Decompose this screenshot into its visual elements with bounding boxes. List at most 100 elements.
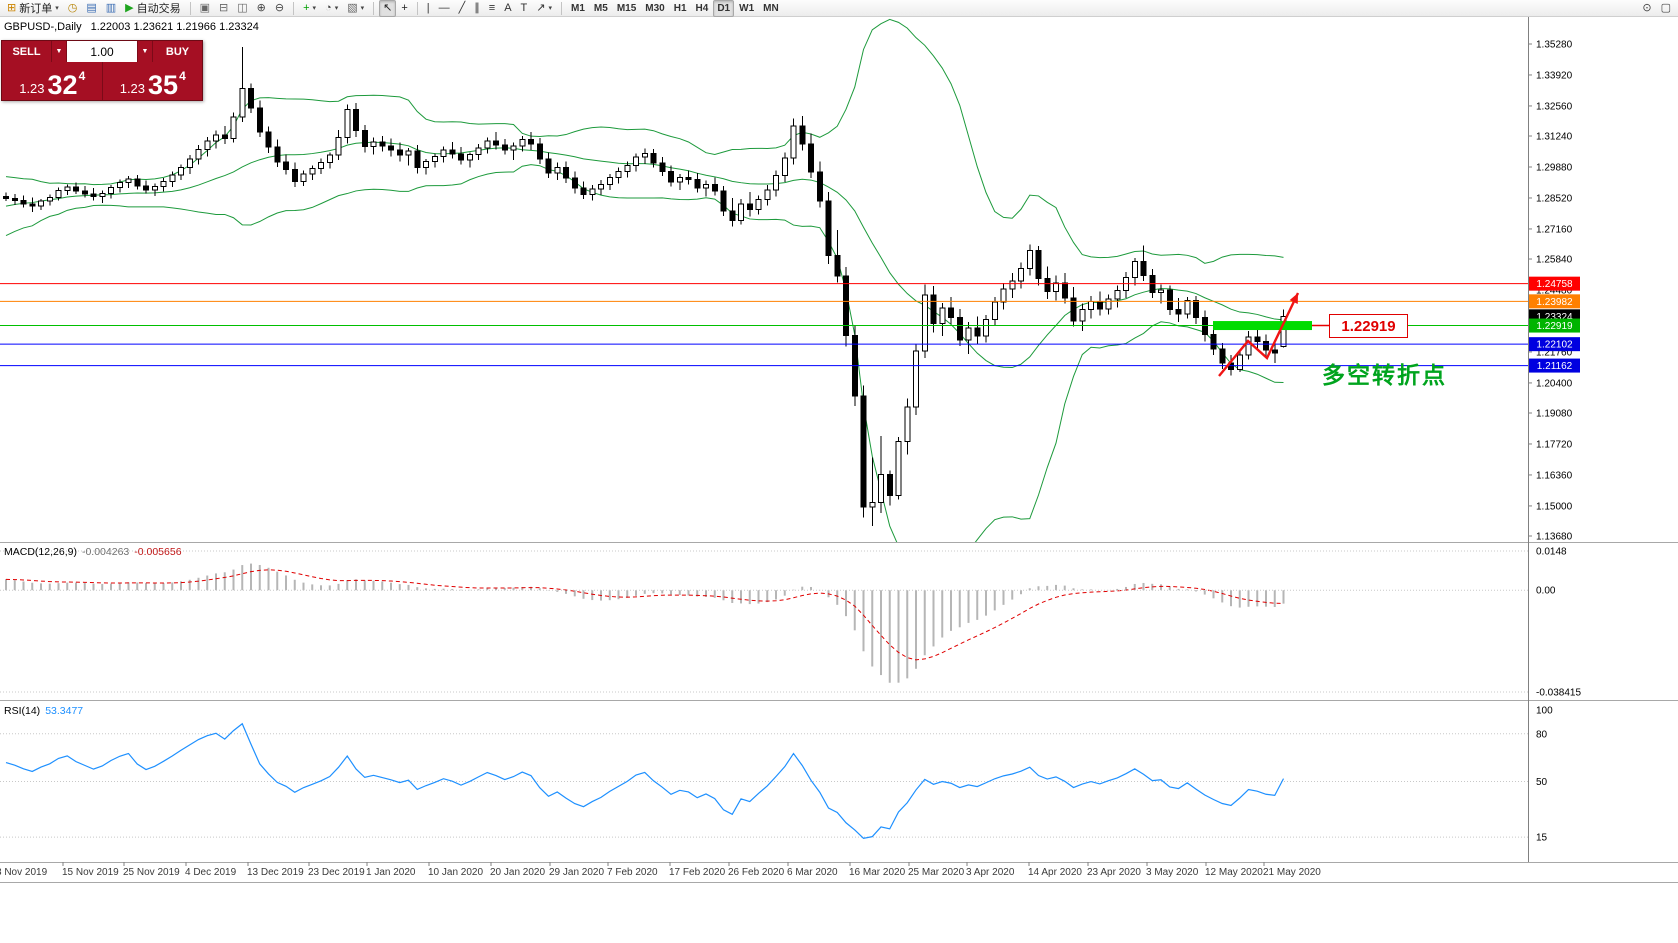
macd-axis-label: 0.0148 xyxy=(1536,547,1567,558)
tf-mn-label: MN xyxy=(763,2,779,14)
autotrading-button-label: 自动交易 xyxy=(136,3,181,15)
buy-dropdown[interactable]: ▼ xyxy=(137,41,153,62)
periods-button[interactable]: ◔ ▾ xyxy=(321,0,342,17)
rsi-value: 53.3477 xyxy=(45,705,84,717)
arrows-icon-caret: ▾ xyxy=(548,5,553,12)
price-axis-label: 1.33920 xyxy=(1536,70,1573,81)
crosshair-icon[interactable]: + xyxy=(397,0,411,17)
data-window-icon[interactable]: ▥ xyxy=(102,0,120,17)
buy-label[interactable]: BUY xyxy=(153,41,202,62)
bollinger-bands xyxy=(5,18,1284,542)
date-label: 14 Apr 2020 xyxy=(1028,867,1082,878)
cursor-icon[interactable]: ↖ xyxy=(379,0,397,17)
tile-horizontal-icon[interactable]: ⊟ xyxy=(215,0,232,17)
tf-mn[interactable]: MN xyxy=(759,0,783,17)
price-box-label: 1.24758 xyxy=(1536,279,1573,290)
candles xyxy=(3,46,1287,526)
tf-h1-label: H1 xyxy=(673,2,687,14)
text-label-icon[interactable]: T xyxy=(517,0,532,17)
price-box-1.21162 xyxy=(1529,358,1580,373)
tf-m5-label: M5 xyxy=(593,2,608,14)
search-icon[interactable]: ⊙ xyxy=(1638,0,1655,17)
fibonacci-icon[interactable]: ≡ xyxy=(485,0,499,17)
sell-dropdown[interactable]: ▼ xyxy=(51,41,67,62)
horizontal-line-icon[interactable]: — xyxy=(435,0,454,17)
new-order-button[interactable]: ⊞ 新订单 ▾ xyxy=(3,0,63,17)
macd-name: MACD(12,26,9) xyxy=(4,546,77,558)
date-label: 10 Jan 2020 xyxy=(428,867,483,878)
price-axis-label: 1.32560 xyxy=(1536,101,1573,112)
tile-horizontal-icon-glyph: ⊟ xyxy=(219,1,229,14)
indicators-button-glyph: + xyxy=(303,1,310,14)
cascade-windows-icon[interactable]: ▣ xyxy=(196,0,214,17)
macd-indicator-label: MACD(12,26,9) -0.004263 -0.005656 xyxy=(4,546,182,558)
tf-m15[interactable]: M15 xyxy=(613,0,640,17)
search-icon-glyph: ⊙ xyxy=(1642,1,1652,14)
channel-icon-glyph: ∥ xyxy=(474,1,480,14)
price-box-1.24758 xyxy=(1529,276,1580,291)
price-box-label: 1.23982 xyxy=(1536,297,1573,308)
arrows-icon-glyph: ↗ xyxy=(536,1,546,14)
zoom-out-icon-glyph: ⊖ xyxy=(274,1,285,14)
sell-price-button[interactable]: 1.23 32 4 xyxy=(2,62,103,100)
tile-vertical-icon[interactable]: ◫ xyxy=(233,0,251,17)
rsi-axis-label: 80 xyxy=(1536,729,1548,740)
date-label: 15 Nov 2019 xyxy=(62,867,119,878)
toolbar-sep xyxy=(293,1,295,15)
trend-arrow-head xyxy=(1289,293,1298,304)
rsi-axis-label: 100 xyxy=(1536,706,1553,717)
alert-icon[interactable]: ◷ xyxy=(64,0,82,17)
price-alert-label[interactable]: 1.22919 xyxy=(1329,314,1408,338)
zoom-out-icon[interactable]: ⊖ xyxy=(271,0,288,17)
price-axis-label: 1.28520 xyxy=(1536,193,1573,204)
sell-label[interactable]: SELL xyxy=(2,41,51,62)
price-axis-label: 1.19080 xyxy=(1536,408,1573,419)
data-window-icon-glyph: ▥ xyxy=(105,1,117,14)
price-box-label: 1.22919 xyxy=(1536,321,1573,332)
tile-vertical-icon-glyph: ◫ xyxy=(237,1,248,14)
date-label: 12 May 2020 xyxy=(1205,867,1263,878)
zoom-in-icon[interactable]: ⊕ xyxy=(253,0,270,17)
text-label-icon-glyph: T xyxy=(520,1,528,14)
macd-axis-label: -0.038415 xyxy=(1536,688,1581,699)
turning-point-annotation[interactable]: 多空转折点 xyxy=(1322,362,1447,388)
tf-h4[interactable]: H4 xyxy=(692,0,713,17)
support-zone[interactable] xyxy=(1213,321,1312,331)
tf-m5[interactable]: M5 xyxy=(590,0,612,17)
chart-ohlc-values: 1.22003 1.23621 1.21966 1.23324 xyxy=(90,21,259,33)
date-label: 23 Dec 2019 xyxy=(308,867,365,878)
new-order-button-glyph: ⊞ xyxy=(7,1,17,14)
trend-arrow[interactable] xyxy=(1218,292,1300,377)
vertical-line-icon[interactable]: | xyxy=(423,0,434,17)
volume-input[interactable] xyxy=(67,41,137,62)
date-label: 17 Feb 2020 xyxy=(669,867,726,878)
date-label: 6 Mar 2020 xyxy=(787,867,838,878)
market-watch-icon[interactable]: ▤ xyxy=(82,0,100,17)
date-label: 25 Nov 2019 xyxy=(123,867,180,878)
text-icon[interactable]: A xyxy=(500,0,515,17)
tf-m30-label: M30 xyxy=(645,2,665,14)
toolbar-sep xyxy=(561,1,563,15)
tf-w1[interactable]: W1 xyxy=(735,0,758,17)
date-label: 16 Mar 2020 xyxy=(849,867,906,878)
tf-m30[interactable]: M30 xyxy=(641,0,668,17)
date-label: 29 Jan 2020 xyxy=(549,867,604,878)
autotrading-button[interactable]: ▶ 自动交易 xyxy=(121,0,184,17)
trendline-icon[interactable]: ╱ xyxy=(455,0,470,17)
layout-icon[interactable]: ▢ xyxy=(1657,0,1675,17)
text-icon-glyph: A xyxy=(504,1,512,14)
buy-price-button[interactable]: 1.23 35 4 xyxy=(103,62,203,100)
date-label: 13 Dec 2019 xyxy=(247,867,304,878)
macd-main-value: -0.004263 xyxy=(81,546,130,558)
tf-m1[interactable]: M1 xyxy=(567,0,589,17)
tf-h1[interactable]: H1 xyxy=(670,0,691,17)
channel-icon[interactable]: ∥ xyxy=(470,0,484,17)
tf-d1[interactable]: D1 xyxy=(713,0,735,17)
price-box-label: 1.21162 xyxy=(1537,361,1573,372)
indicators-button[interactable]: + ▾ xyxy=(299,0,320,17)
templates-button[interactable]: ▧ ▾ xyxy=(343,0,368,17)
macd-histogram xyxy=(5,563,1285,683)
arrows-icon[interactable]: ↗ ▾ xyxy=(532,0,556,17)
alert-icon-glyph: ◷ xyxy=(67,1,78,14)
